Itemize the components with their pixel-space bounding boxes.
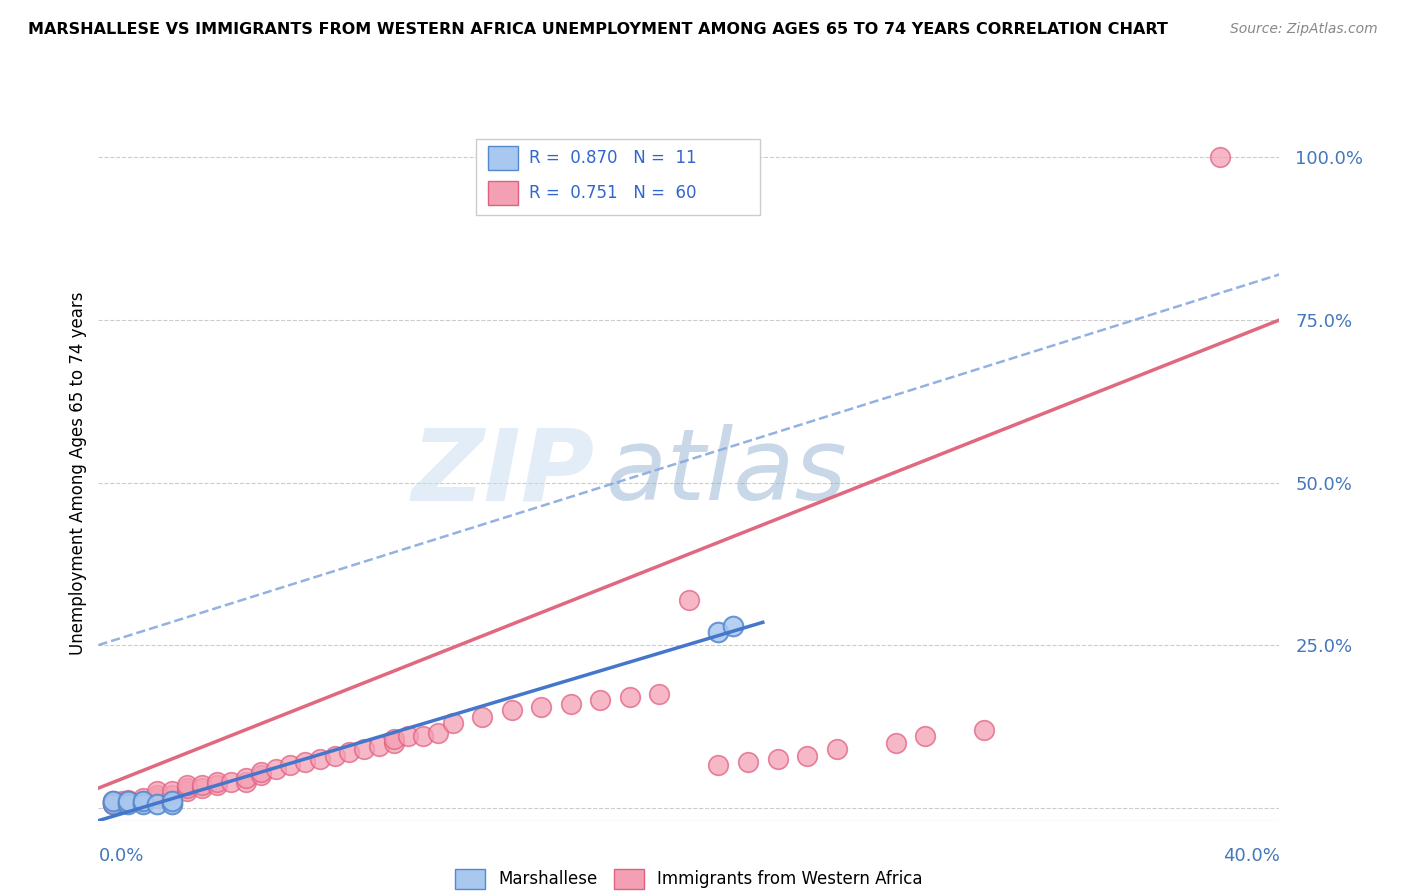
Point [146, 797, 169, 812]
Point [825, 742, 848, 756]
Point [368, 739, 391, 753]
Point [132, 794, 155, 808]
Point [648, 687, 671, 701]
Point [884, 736, 907, 750]
Point [766, 752, 789, 766]
Point [427, 726, 450, 740]
Text: ZIP: ZIP [412, 425, 595, 521]
Point [162, 797, 183, 812]
Point [146, 784, 169, 798]
Point [721, 618, 744, 632]
Point [235, 774, 257, 789]
Point [737, 755, 759, 769]
Legend: Marshallese, Immigrants from Western Africa: Marshallese, Immigrants from Western Afr… [449, 863, 929, 892]
Point [382, 732, 405, 747]
Point [796, 748, 818, 763]
Point [132, 794, 155, 808]
Point [191, 781, 214, 796]
Point [176, 784, 198, 798]
Point [1209, 150, 1232, 164]
Text: Source: ZipAtlas.com: Source: ZipAtlas.com [1230, 22, 1378, 37]
Point [103, 794, 125, 808]
Point [162, 784, 183, 798]
Point [103, 794, 125, 808]
Point [382, 736, 405, 750]
Point [396, 729, 419, 743]
Point [250, 764, 273, 779]
Point [501, 703, 523, 717]
Point [117, 794, 139, 808]
Point [103, 796, 125, 810]
Point [111, 796, 134, 810]
Point [309, 752, 332, 766]
Point [132, 797, 155, 812]
Point [162, 788, 183, 802]
Point [678, 592, 700, 607]
Point [176, 778, 198, 792]
Point [707, 625, 730, 640]
Point [250, 768, 273, 782]
Point [117, 794, 139, 808]
Text: R =  0.751   N =  60: R = 0.751 N = 60 [530, 184, 697, 202]
FancyBboxPatch shape [488, 145, 517, 170]
Point [294, 755, 316, 769]
Point [619, 690, 641, 704]
Text: 40.0%: 40.0% [1223, 847, 1279, 865]
Point [278, 758, 302, 772]
Point [103, 796, 125, 810]
Text: MARSHALLESE VS IMMIGRANTS FROM WESTERN AFRICA UNEMPLOYMENT AMONG AGES 65 TO 74 Y: MARSHALLESE VS IMMIGRANTS FROM WESTERN A… [28, 22, 1168, 37]
Y-axis label: Unemployment Among Ages 65 to 74 years: Unemployment Among Ages 65 to 74 years [69, 291, 87, 655]
FancyBboxPatch shape [477, 139, 759, 215]
Point [146, 788, 169, 802]
Point [589, 693, 612, 707]
Point [353, 742, 375, 756]
Point [412, 729, 434, 743]
Point [103, 797, 125, 812]
Point [323, 748, 346, 763]
Point [441, 716, 464, 731]
Point [103, 797, 125, 812]
Text: R =  0.870   N =  11: R = 0.870 N = 11 [530, 149, 697, 168]
Point [111, 794, 134, 808]
Point [205, 774, 228, 789]
Point [471, 709, 494, 723]
Point [264, 762, 287, 776]
Point [560, 697, 582, 711]
Point [973, 723, 995, 737]
Point [530, 699, 553, 714]
Point [219, 774, 242, 789]
Point [117, 793, 139, 807]
Point [914, 729, 936, 743]
Point [176, 781, 198, 796]
Point [707, 758, 730, 772]
Point [103, 797, 125, 812]
Point [191, 778, 214, 792]
Point [132, 790, 155, 805]
Point [103, 794, 125, 808]
Point [337, 745, 360, 759]
Point [146, 790, 169, 805]
Point [235, 772, 257, 786]
Text: atlas: atlas [606, 425, 848, 521]
FancyBboxPatch shape [488, 180, 517, 205]
Point [205, 778, 228, 792]
Point [162, 794, 183, 808]
Point [117, 797, 139, 812]
Text: 0.0%: 0.0% [98, 847, 143, 865]
